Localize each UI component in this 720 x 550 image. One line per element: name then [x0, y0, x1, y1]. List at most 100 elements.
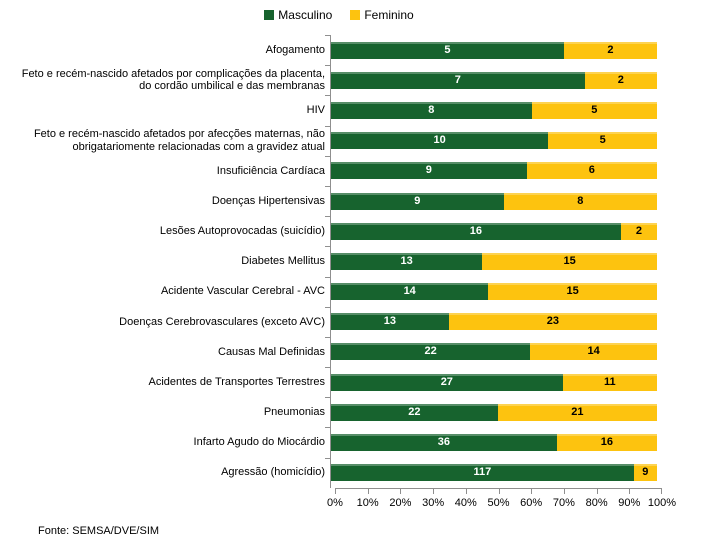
value-label-masculino: 13: [400, 254, 413, 267]
bar-segment-masculino: 22: [331, 343, 531, 361]
value-label-masculino: 9: [425, 164, 432, 177]
value-label-feminino: 21: [571, 405, 584, 418]
plot-cell: 14 15: [325, 276, 657, 307]
x-axis-tick: [563, 488, 565, 494]
category-label: Feto e recém-nascido afetados por afecçõ…: [33, 128, 325, 153]
category-label: Afogamento: [265, 43, 325, 56]
bar-segment-feminino: 8: [503, 192, 658, 210]
x-axis-tick: [465, 488, 467, 494]
x-axis-tick-label: 20%: [389, 496, 412, 509]
feminino-legend-swatch-icon: [350, 10, 361, 20]
value-label-feminino: 16: [600, 436, 613, 449]
bar-segment-feminino: 15: [488, 283, 657, 301]
x-axis-tick: [498, 488, 500, 494]
bar-segment-feminino: 9: [633, 464, 658, 482]
x-axis-tick-label: 90%: [618, 496, 641, 509]
masculino-legend-swatch-icon: [264, 10, 275, 20]
bar-segment-feminino: 15: [482, 252, 657, 270]
value-label-feminino: 8: [577, 194, 584, 207]
bar-segment-masculino: 5: [331, 41, 564, 59]
plot-cell: 22 14: [325, 336, 657, 368]
category-label: Pneumonias: [263, 406, 325, 419]
value-label-masculino: 14: [403, 285, 416, 298]
value-label-feminino: 15: [566, 285, 579, 298]
bar-segment-feminino: 23: [448, 313, 658, 331]
plot-cell: 22 21: [325, 397, 658, 428]
legend-item-masculino: Masculino: [264, 8, 332, 22]
plot-cell: 13 23: [325, 306, 658, 337]
category-label: Lesões Autoprovocadas (suicídio): [159, 224, 325, 237]
bar-segment-masculino: 16: [331, 222, 621, 240]
bar-segment-masculino: 22: [331, 403, 498, 421]
value-label-masculino: 117: [473, 466, 492, 479]
bar-segment-masculino: 9: [331, 162, 527, 180]
value-label-feminino: 6: [588, 164, 595, 177]
x-axis-tick: [433, 488, 435, 494]
bar-segment-feminino: 2: [584, 71, 658, 89]
x-axis-tick: [531, 488, 533, 494]
x-axis-tick: [400, 488, 402, 494]
x-axis-tick: [596, 488, 598, 494]
legend-label-masculino: Masculino: [278, 8, 333, 22]
stacked-bar: 16 2: [331, 222, 658, 240]
bar-segment-feminino: 14: [530, 343, 657, 361]
value-label-masculino: 7: [454, 73, 461, 86]
value-label-feminino: 2: [617, 73, 624, 86]
value-label-feminino: 2: [607, 43, 614, 56]
x-axis-tick: [335, 488, 336, 494]
plot-cell: 10 5: [325, 125, 657, 156]
value-label-masculino: 8: [428, 103, 435, 116]
legend-item-feminino: Feminino: [350, 8, 414, 22]
stacked-bar: 13 23: [331, 313, 658, 331]
chart-row: HIV 8 5: [8, 95, 662, 126]
chart-row: Acidente Vascular Cerebral - AVC 14 15: [8, 276, 662, 307]
value-label-feminino: 11: [603, 375, 616, 388]
x-axis-tick-label: 10%: [356, 496, 379, 509]
chart-plot-area: Afogamento 5 2 Feto e recém-nascido afetado…: [8, 35, 662, 488]
value-label-feminino: 5: [599, 134, 606, 147]
chart-row: Lesões Autoprovocadas (suicídio) 16 2: [8, 216, 662, 247]
value-label-masculino: 22: [408, 405, 421, 418]
bar-segment-feminino: 2: [620, 222, 658, 240]
x-axis-tick: [661, 488, 662, 494]
x-axis-tick-label: 70%: [552, 496, 575, 509]
bar-segment-masculino: 13: [331, 313, 449, 331]
bar-segment-masculino: 14: [331, 283, 489, 301]
stacked-bar: 36 16: [331, 434, 658, 452]
chart-row: Feto e recém-nascido afetados por afecçõ…: [8, 125, 662, 156]
chart-row: Afogamento 5 2: [8, 35, 662, 66]
value-label-masculino: 10: [433, 134, 446, 147]
stacked-bar: 27 11: [331, 373, 658, 391]
value-label-masculino: 22: [424, 345, 437, 358]
plot-cell: 117 9: [325, 457, 658, 488]
stacked-bar: 10 5: [331, 132, 657, 150]
plot-cell: 27 11: [325, 367, 658, 398]
value-label-feminino: 9: [642, 466, 649, 479]
chart-row: Doenças Hipertensivas 9 8: [8, 185, 662, 217]
legend-label-feminino: Feminino: [364, 8, 414, 22]
bar-segment-masculino: 8: [331, 101, 532, 119]
category-label: Acidente Vascular Cerebral - AVC: [160, 285, 325, 298]
chart-row: Acidentes de Transportes Terrestres 27 11: [8, 367, 662, 398]
category-label: Acidentes de Transportes Terrestres: [148, 375, 326, 388]
value-label-masculino: 16: [469, 224, 482, 237]
category-label: Doenças Hipertensivas: [211, 194, 325, 207]
chart-row: Feto e recém-nascido afetados por compli…: [8, 65, 662, 96]
stacked-bar: 14 15: [331, 283, 657, 301]
stacked-bar: 22 14: [331, 343, 657, 361]
bar-segment-feminino: 5: [548, 132, 657, 150]
category-label: Infarto Agudo do Miocárdio: [193, 436, 325, 449]
plot-cell: 16 2: [325, 216, 658, 247]
chart-row: Insuficiência Cardíaca 9 6: [8, 155, 662, 186]
bar-segment-masculino: 27: [331, 373, 563, 391]
value-label-feminino: 15: [563, 254, 576, 267]
